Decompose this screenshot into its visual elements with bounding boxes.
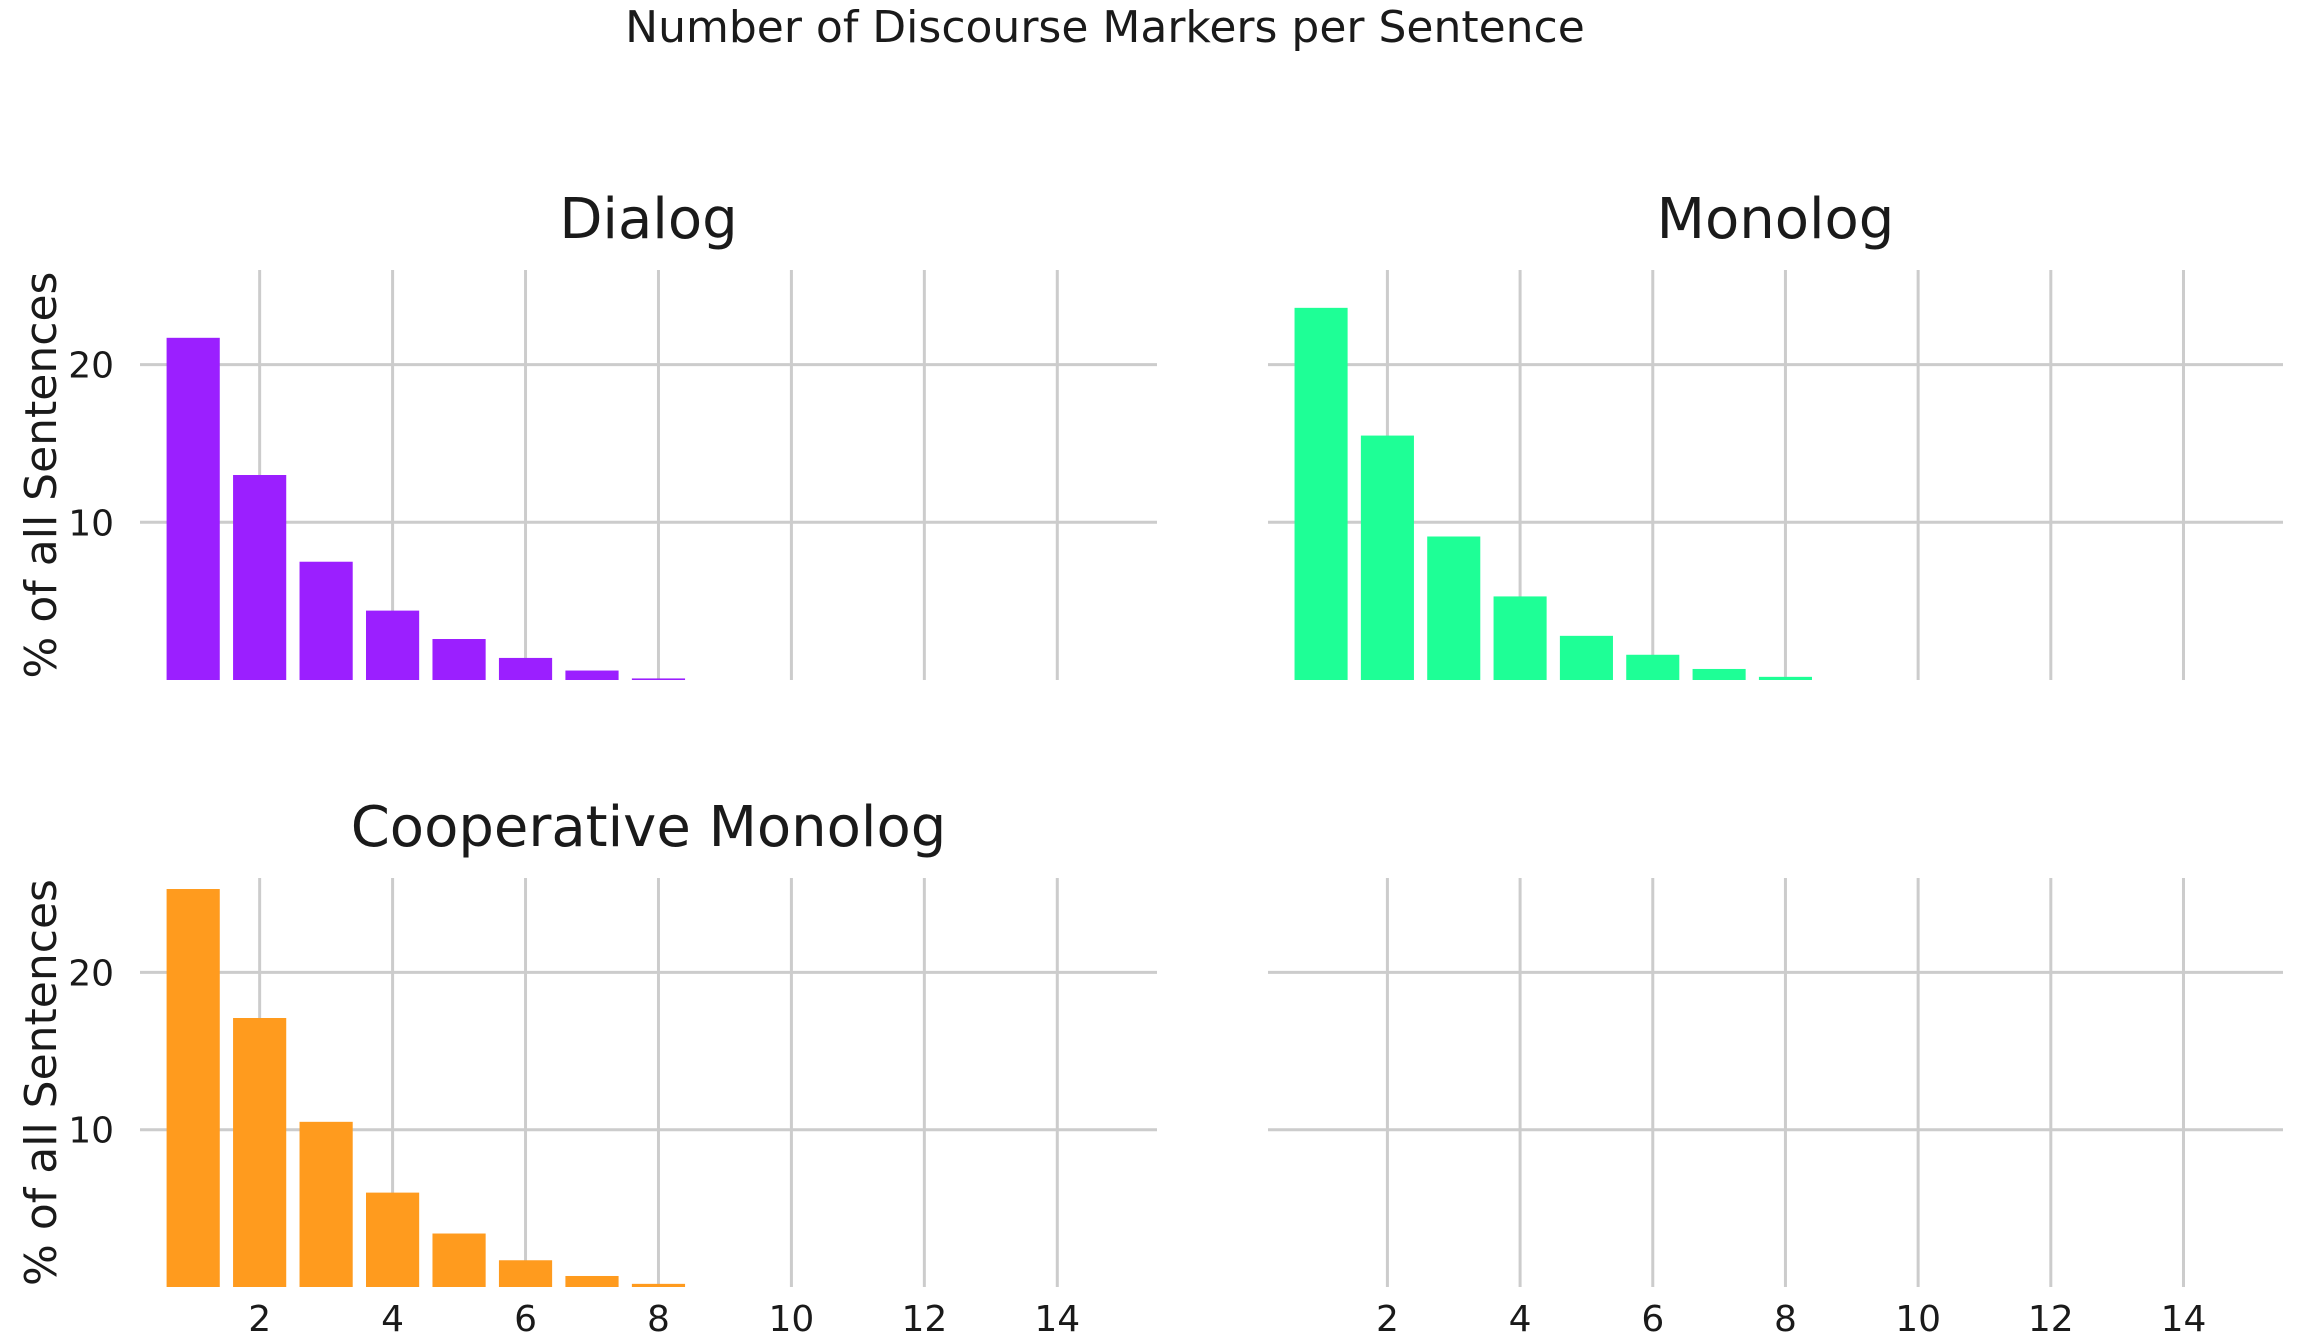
bar <box>1427 536 1481 680</box>
bar <box>299 561 353 680</box>
y-axis-label: % of all Sentences <box>16 272 67 679</box>
bar <box>299 1121 353 1287</box>
bar <box>498 1260 553 1287</box>
figure-title: Number of Discourse Markers per Sentence <box>625 2 1585 53</box>
bar <box>565 1275 619 1287</box>
y-tick-label: 20 <box>68 346 114 387</box>
x-tick-label: 12 <box>901 1299 947 1333</box>
bar <box>432 1233 486 1287</box>
bar <box>631 1283 686 1287</box>
x-tick-label: 2 <box>248 1299 271 1333</box>
x-tick-label: 10 <box>1895 1299 1941 1333</box>
x-tick-label: 12 <box>2028 1299 2074 1333</box>
bar <box>366 610 420 680</box>
dialog-panel: 10 20 Dialog % of all Sentences <box>16 187 1157 680</box>
x-tick-label: 4 <box>381 1299 404 1333</box>
cooperative-monolog-panel: 2 4 6 8 10 12 14 10 20 Cooperative Monolog % of al… <box>16 795 1157 1333</box>
y-tick-label: 10 <box>68 1111 114 1152</box>
bar <box>1493 596 1547 680</box>
bar <box>1758 676 1812 680</box>
bar <box>1559 635 1613 680</box>
empty-panel: 2 4 6 8 10 12 14 <box>1268 878 2283 1333</box>
monolog-panel: Monolog <box>1268 187 2283 680</box>
bar <box>1294 307 1348 680</box>
bar <box>432 639 486 680</box>
bar <box>233 475 287 680</box>
bar <box>1626 654 1680 680</box>
subplot-grid: 10 20 Dialog % of all Sentences Monolog 2 4 6 8 1… <box>16 187 2283 1333</box>
x-tick-label: 8 <box>647 1299 670 1333</box>
bar <box>166 889 220 1287</box>
bar <box>366 1192 420 1287</box>
bar <box>1692 668 1746 680</box>
x-tick-label: 8 <box>1774 1299 1797 1333</box>
bar <box>1360 435 1414 680</box>
x-tick-label: 6 <box>1641 1299 1664 1333</box>
y-tick-label: 20 <box>68 953 114 994</box>
bar <box>498 657 553 680</box>
panel-title: Dialog <box>559 187 737 252</box>
bar <box>565 670 619 680</box>
x-tick-label: 6 <box>514 1299 537 1333</box>
x-tick-label: 14 <box>2161 1299 2207 1333</box>
panel-title: Monolog <box>1657 187 1895 252</box>
x-tick-label: 4 <box>1509 1299 1532 1333</box>
bar <box>233 1018 287 1287</box>
y-tick-label: 10 <box>68 503 114 544</box>
bar <box>166 337 220 680</box>
y-axis-label: % of all Sentences <box>16 879 67 1286</box>
panel-title: Cooperative Monolog <box>351 795 947 860</box>
bar <box>631 678 686 680</box>
x-tick-label: 10 <box>769 1299 815 1333</box>
x-tick-label: 14 <box>1034 1299 1080 1333</box>
x-tick-label: 2 <box>1376 1299 1399 1333</box>
